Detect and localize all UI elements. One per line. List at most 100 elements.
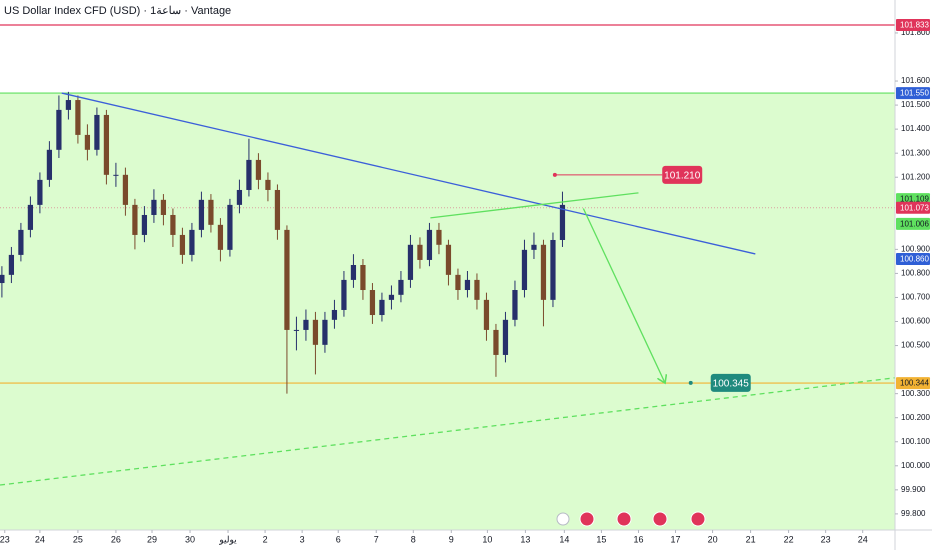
candle-body <box>293 329 300 331</box>
x-tick-label: 24 <box>35 534 45 544</box>
price-badge-label: 100.344 <box>900 379 929 388</box>
marker-badge <box>710 373 751 392</box>
candle-body <box>303 319 309 330</box>
candle-body <box>284 229 290 330</box>
candle-body <box>455 274 461 291</box>
zone <box>0 93 895 530</box>
candle-body <box>550 239 556 300</box>
candle-body <box>56 109 62 150</box>
candle-body <box>179 234 186 255</box>
candle-body <box>493 329 499 355</box>
candle-body <box>379 299 385 316</box>
x-tick-label: 24 <box>858 534 868 544</box>
candle-body <box>189 229 195 255</box>
y-tick-label: 99.800 <box>901 509 926 518</box>
candle-body <box>122 174 129 205</box>
y-tick-label: 101.600 <box>901 76 930 85</box>
y-tick-label: 100.800 <box>901 269 930 278</box>
trend-line <box>0 377 896 486</box>
price-badge-label: 101.109 <box>900 195 929 204</box>
candle-body <box>312 319 319 345</box>
candle-body <box>151 199 157 215</box>
candle-body <box>0 274 5 284</box>
candle-body <box>274 189 281 230</box>
candle-body <box>369 290 376 316</box>
candle-body <box>18 229 24 255</box>
marker-dot <box>552 172 557 177</box>
event-icons <box>556 511 706 527</box>
marker-dot <box>688 380 693 385</box>
event-icon[interactable] <box>652 511 668 527</box>
x-tick-label: 22 <box>784 534 794 544</box>
x-tick-label: 2 <box>263 534 268 544</box>
candle-body <box>512 290 518 320</box>
candle-body <box>75 100 81 135</box>
candle-body <box>65 100 72 110</box>
price-badge-label: 101.833 <box>900 21 929 30</box>
x-tick-label: 7 <box>374 534 379 544</box>
price-badge <box>896 252 930 265</box>
candle-body <box>103 114 110 175</box>
x-tick-label: 6 <box>336 534 341 544</box>
event-icon[interactable] <box>579 511 595 527</box>
y-tick-label: 101.300 <box>901 148 930 157</box>
candle-body <box>170 214 176 235</box>
y-tick-label: 101.400 <box>901 124 930 133</box>
candle-body <box>227 204 233 250</box>
y-tick-label: 100.700 <box>901 293 930 302</box>
chart-title: US Dollar Index CFD (USD) · 1ساعة · Vant… <box>4 5 231 17</box>
candle-body <box>236 189 243 205</box>
candle-body <box>265 179 271 190</box>
candle-body <box>483 299 490 330</box>
y-tick-label: 99.900 <box>901 485 926 494</box>
trend-line <box>430 192 639 219</box>
candle-body <box>540 244 547 300</box>
marker-badge <box>662 165 703 184</box>
price-badge <box>896 19 930 32</box>
candle-body <box>46 149 53 180</box>
x-tick-label: 3 <box>300 534 305 544</box>
x-tick-label: 14 <box>559 534 569 544</box>
marker-label: 101.210 <box>664 170 701 181</box>
y-tick-label: 101.800 <box>901 28 930 37</box>
candle-body <box>445 244 452 275</box>
x-tick-label: 20 <box>708 534 718 544</box>
y-tick-label: 100.200 <box>901 413 930 422</box>
candle-body <box>350 265 357 280</box>
event-icon[interactable] <box>556 512 570 526</box>
price-badge-label: 100.860 <box>900 255 929 264</box>
candle-body <box>502 319 509 355</box>
candle-body <box>8 254 15 275</box>
x-tick-label: 25 <box>73 534 83 544</box>
price-badge <box>896 201 930 214</box>
candle-body <box>464 279 471 291</box>
arrow <box>582 208 665 383</box>
price-badge <box>896 377 930 390</box>
y-tick-label: 100.600 <box>901 317 930 326</box>
price-badge-label: 101.550 <box>900 89 929 98</box>
event-icon[interactable] <box>690 511 706 527</box>
event-icon[interactable] <box>616 511 632 527</box>
candle-body <box>322 319 328 345</box>
x-tick-label: 30 <box>185 534 195 544</box>
y-tick-label: 101.500 <box>901 100 930 109</box>
candle-body <box>531 244 537 250</box>
candle-body <box>559 204 566 240</box>
x-tick-label: 23 <box>821 534 831 544</box>
candle-body <box>398 279 404 295</box>
plot: 101.210 100.345 <box>0 24 896 530</box>
x-tick-label: 8 <box>411 534 416 544</box>
candle-body <box>360 265 366 291</box>
y-tick-label: 100.900 <box>901 244 930 253</box>
y-tick-label: 100.100 <box>901 437 930 446</box>
y-tick-label: 100.500 <box>901 341 930 350</box>
x-tick-label: 21 <box>746 534 756 544</box>
candle-body <box>84 134 91 150</box>
trend-line <box>61 92 756 255</box>
candle-body <box>160 199 167 215</box>
y-tick-label: 100.300 <box>901 389 930 398</box>
candle-body <box>94 114 100 150</box>
candle-body <box>208 199 214 225</box>
x-tick-label: 15 <box>596 534 606 544</box>
